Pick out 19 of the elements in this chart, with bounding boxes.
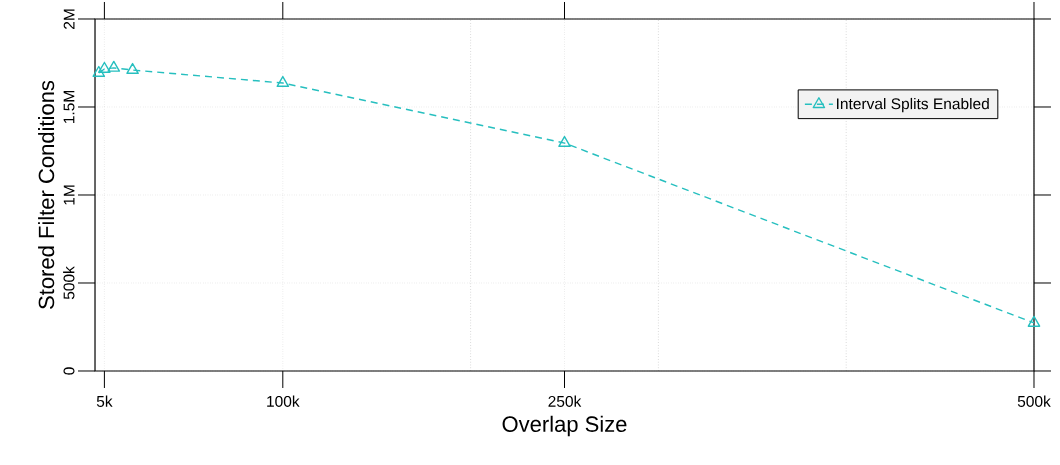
legend-label: Interval Splits Enabled [837, 97, 989, 113]
y-tick-label: 0 [63, 367, 75, 375]
point [558, 135, 571, 148]
point [126, 62, 139, 74]
y-tick-label: 1.5M [63, 91, 75, 124]
point [276, 75, 290, 87]
x-tick-label: 250k [548, 395, 582, 407]
point [107, 60, 121, 72]
y-tick-label: 2M [63, 9, 75, 29]
x-tick-label: 500k [1017, 395, 1051, 407]
y-axis-title: Stored Filter Conditions [38, 80, 55, 309]
x-tick-label: 5k [96, 395, 113, 407]
point [1027, 315, 1041, 327]
x-tick-label: 100k [267, 395, 300, 407]
y-tick-label: 1M [63, 185, 75, 205]
y-tick-label: 500k [63, 266, 75, 300]
point [92, 65, 106, 77]
point [98, 61, 111, 73]
x-axis-title: Overlap Size [502, 415, 627, 437]
